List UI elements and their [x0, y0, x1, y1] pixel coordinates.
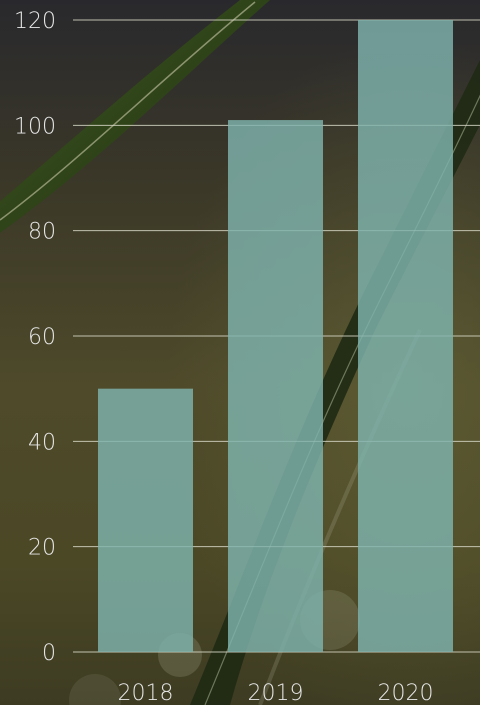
x-tick-label: 2019 [248, 681, 304, 705]
x-tick-label: 2020 [378, 681, 434, 705]
y-tick-label: 80 [28, 220, 56, 245]
bars [98, 20, 453, 653]
bar-2018 [98, 388, 193, 652]
bar-2019 [228, 120, 323, 653]
y-tick-label: 40 [28, 430, 56, 455]
bar-2020 [358, 20, 453, 652]
y-tick-label: 60 [28, 325, 56, 350]
y-tick-label: 120 [14, 9, 56, 34]
y-tick-label: 0 [42, 641, 56, 666]
y-axis-tick-labels: 0 20 40 60 80 100 120 [14, 9, 56, 666]
x-axis-tick-labels: 2018 2019 2020 [118, 681, 434, 705]
x-tick-label: 2018 [118, 681, 174, 705]
y-tick-label: 20 [28, 536, 56, 561]
y-tick-label: 100 [14, 114, 56, 139]
